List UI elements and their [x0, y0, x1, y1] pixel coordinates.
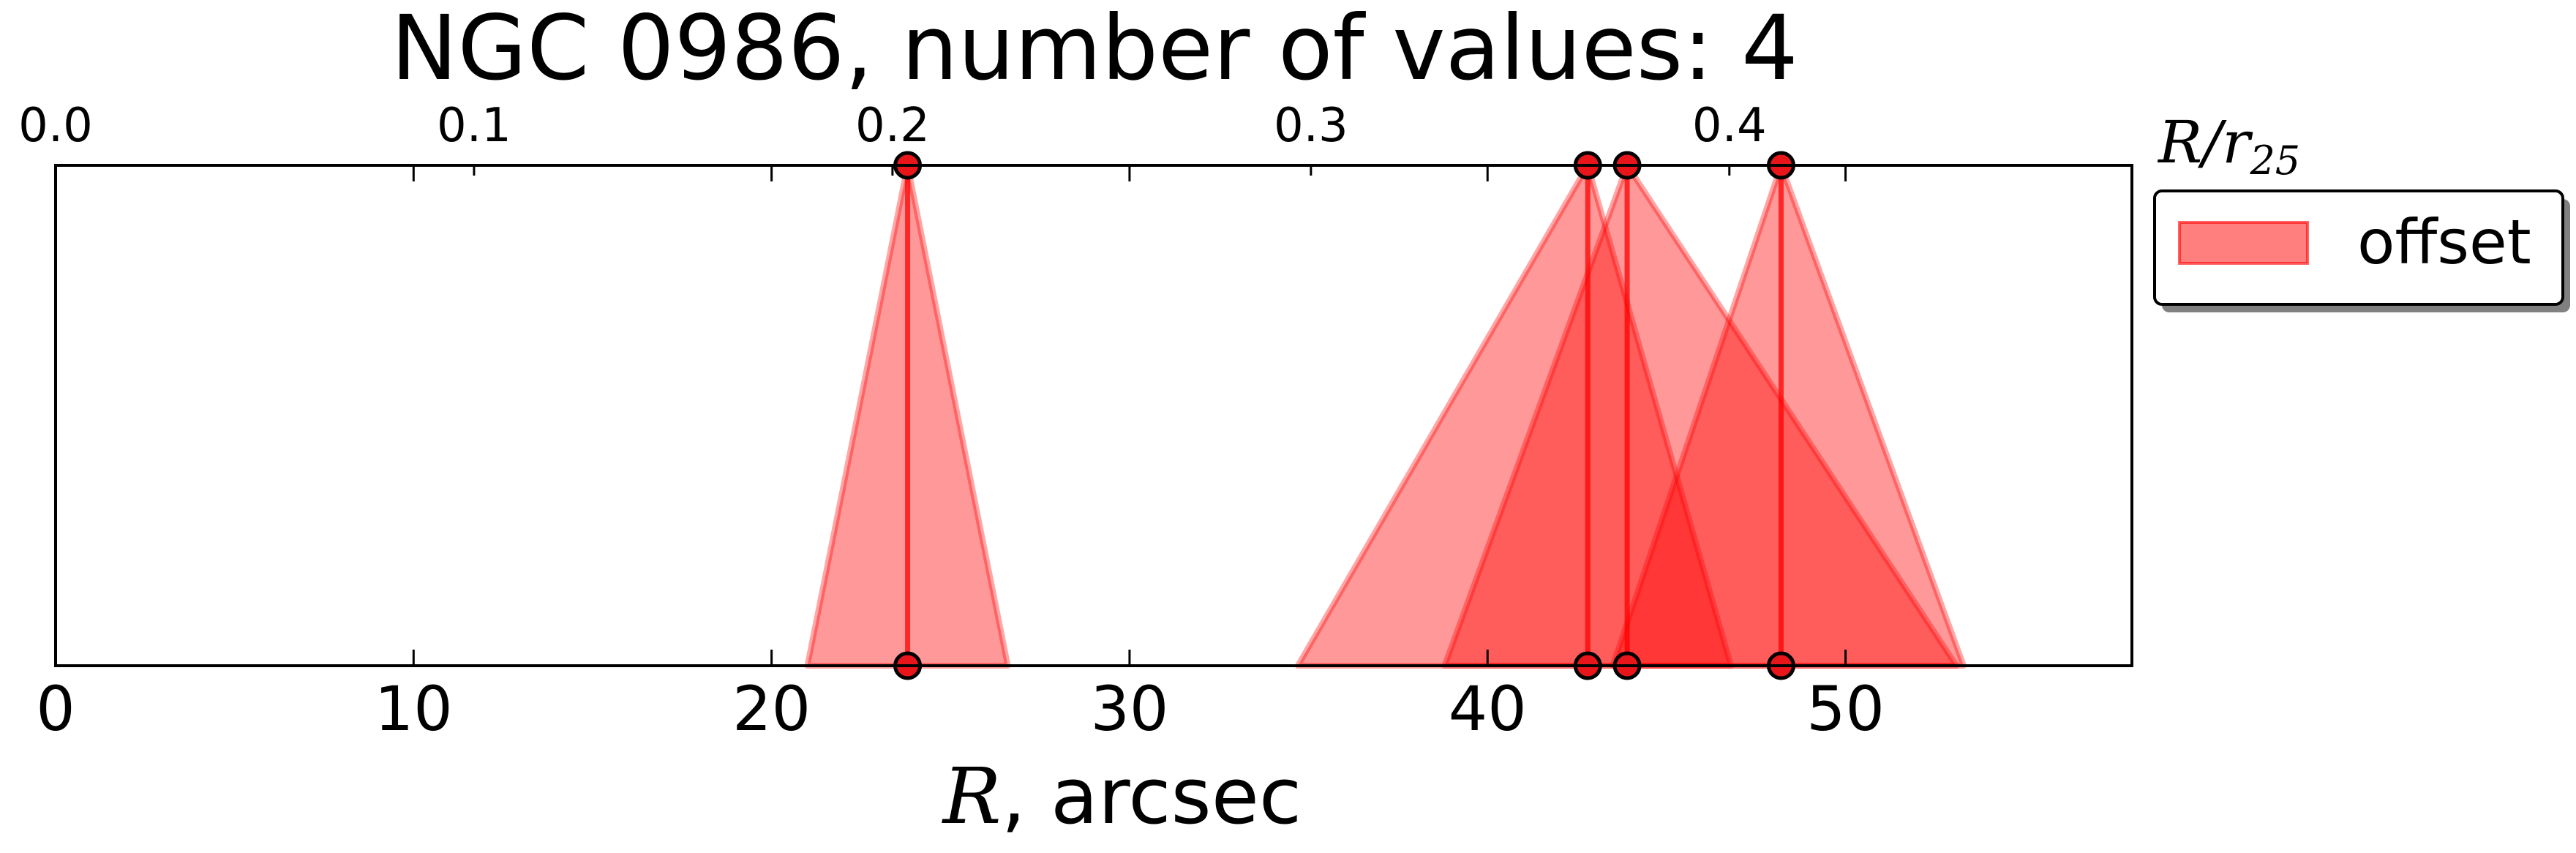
x2-tick-label: 0.2: [855, 99, 930, 153]
x2-axis-label: R/r25: [2157, 108, 2300, 184]
legend-label: offset: [2357, 206, 2531, 278]
x-tick-label: 30: [1090, 673, 1168, 745]
x-axis-label-symbol: R: [942, 751, 1002, 841]
x-tick-label: 50: [1806, 673, 1885, 745]
x-axis-label: R, arcsec: [942, 751, 1302, 841]
x-tick-label: 40: [1449, 673, 1527, 745]
x2-tick-label: 0.4: [1692, 99, 1767, 153]
x-axis-top: 0.0 0.1 0.2 0.3 0.4: [18, 99, 1767, 176]
x-tick-label: 20: [732, 673, 811, 745]
x2-tick-label: 0.0: [18, 99, 93, 153]
x-tick-label: 10: [375, 673, 453, 745]
x2-axis-label-symbol: R/r: [2157, 108, 2253, 176]
plot-area: [54, 164, 2133, 667]
x-axis-bottom: 0 10 20 30 40 50: [36, 165, 1885, 745]
x2-axis-label-subscript: 25: [2249, 138, 2300, 184]
x-tick-label: 0: [36, 673, 75, 745]
x2-tick-label: 0.3: [1274, 99, 1348, 153]
x2-tick-label: 0.1: [437, 99, 511, 153]
legend-swatch: [2178, 221, 2309, 265]
chart-marks: [804, 151, 1967, 680]
legend-box: [2153, 189, 2564, 306]
x-axis-label-text: , arcsec: [1002, 751, 1302, 841]
legend: offset: [2153, 189, 2570, 312]
chart-title: NGC 0986, number of values: 4: [391, 0, 1798, 100]
